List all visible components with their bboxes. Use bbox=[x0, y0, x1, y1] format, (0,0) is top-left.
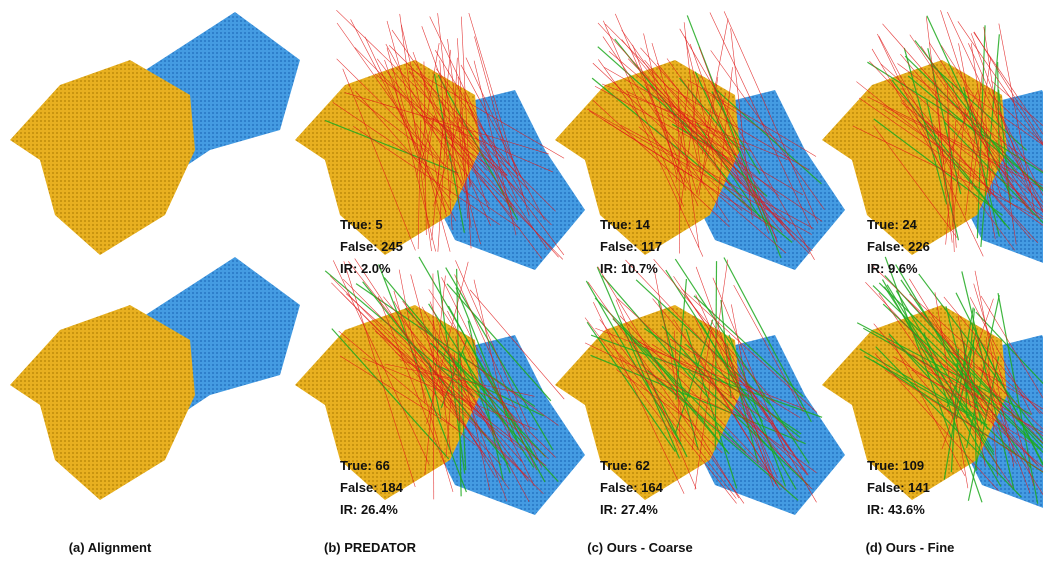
stat-line: IR: 43.6% bbox=[867, 502, 925, 517]
stat-line: True: 24 bbox=[867, 217, 918, 232]
yellow-cloud bbox=[10, 60, 195, 255]
panel-caption: (b) PREDATOR bbox=[324, 540, 417, 555]
stat-line: True: 62 bbox=[600, 458, 650, 473]
stat-line: False: 184 bbox=[340, 480, 404, 495]
stat-line: True: 14 bbox=[600, 217, 651, 232]
stat-line: False: 226 bbox=[867, 239, 930, 254]
stat-line: IR: 2.0% bbox=[340, 261, 391, 276]
panel-caption: (d) Ours - Fine bbox=[866, 540, 955, 555]
panel-caption: (c) Ours - Coarse bbox=[587, 540, 692, 555]
panel-caption: (a) Alignment bbox=[69, 540, 152, 555]
stat-line: True: 5 bbox=[340, 217, 383, 232]
yellow-cloud bbox=[10, 305, 195, 500]
stat-line: IR: 26.4% bbox=[340, 502, 398, 517]
stat-line: IR: 27.4% bbox=[600, 502, 658, 517]
stat-line: IR: 10.7% bbox=[600, 261, 658, 276]
stat-line: False: 141 bbox=[867, 480, 930, 495]
figure: (a) Alignment True: 5 False: 245 IR: 2.0% Tr… bbox=[0, 0, 1043, 562]
stat-line: True: 66 bbox=[340, 458, 390, 473]
stat-line: IR: 9.6% bbox=[867, 261, 918, 276]
stat-line: False: 245 bbox=[340, 239, 403, 254]
stat-line: False: 164 bbox=[600, 480, 664, 495]
stat-line: True: 109 bbox=[867, 458, 924, 473]
stat-line: False: 117 bbox=[600, 239, 662, 254]
